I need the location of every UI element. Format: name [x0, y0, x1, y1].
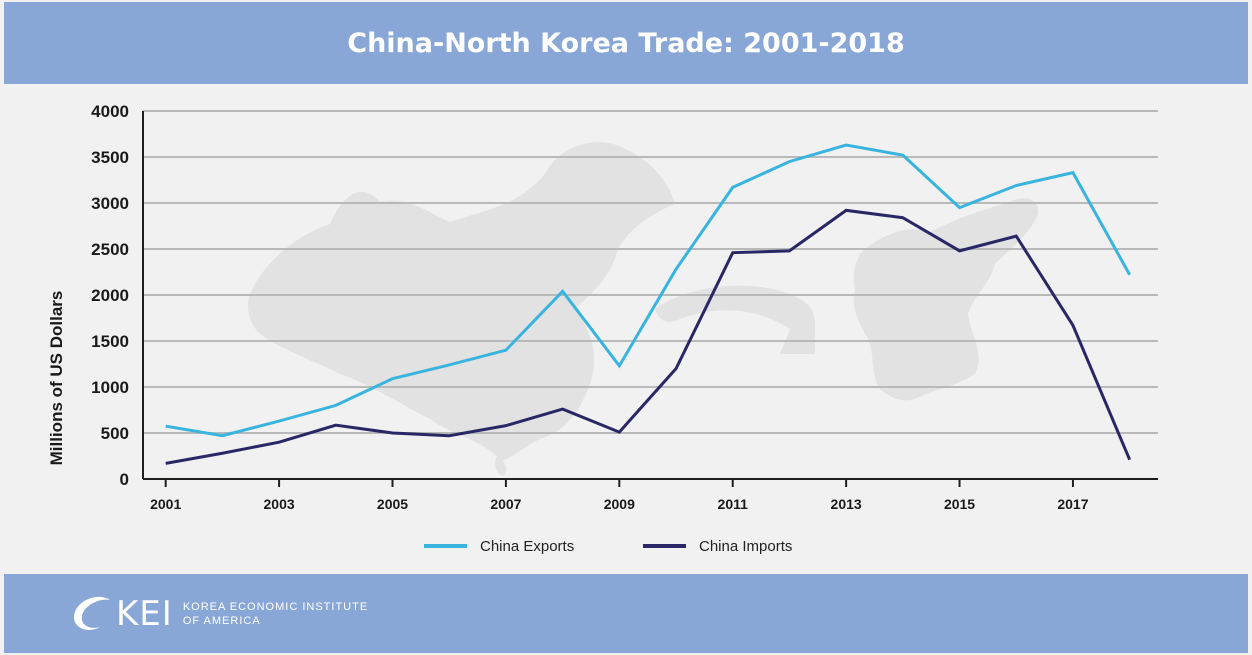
logo-abbreviation: KEI [116, 594, 173, 634]
x-tick-label: 2011 [718, 496, 749, 512]
axes [142, 111, 1158, 487]
kei-logo: KEI KOREA ECONOMIC INSTITUTE OF AMERICA [70, 590, 368, 638]
legend-label: China Exports [480, 538, 574, 555]
x-tick-label: 2001 [150, 496, 181, 512]
x-tick-label: 2013 [831, 496, 862, 512]
y-tick-label: 2000 [91, 286, 129, 305]
x-tick-label: 2015 [944, 496, 975, 512]
y-tick-label: 1000 [91, 378, 129, 397]
x-tick-label: 2005 [377, 496, 408, 512]
x-tick-label: 2009 [604, 496, 635, 512]
y-tick-label: 4000 [91, 102, 129, 121]
footer-banner: KEI KOREA ECONOMIC INSTITUTE OF AMERICA [4, 574, 1248, 653]
logo-line-2: OF AMERICA [182, 615, 261, 627]
legend: China Exports China Imports [424, 538, 792, 555]
plot-area: 0 500 1000 1500 2000 2500 3000 3500 4000 2001 200… [0, 84, 1252, 574]
grid-lines [143, 110, 1158, 434]
title-banner: China-North Korea Trade: 2001-2018 [4, 2, 1248, 84]
y-tick-label: 3000 [91, 194, 129, 213]
x-tick-label: 2007 [490, 496, 521, 512]
x-axis-tick-labels: 2001 2003 2005 2007 2009 2011 2013 2015 2017 [150, 496, 1089, 512]
y-axis-label: Millions of US Dollars [47, 291, 66, 466]
series-lines [165, 143, 1132, 465]
y-tick-label: 1500 [91, 332, 129, 351]
y-tick-label: 500 [101, 424, 129, 443]
y-axis-tick-labels: 0 500 1000 1500 2000 2500 3000 3500 4000 [91, 102, 129, 489]
y-tick-label: 2500 [91, 240, 129, 259]
x-tick-label: 2017 [1057, 496, 1088, 512]
chart-title: China-North Korea Trade: 2001-2018 [347, 27, 905, 59]
legend-label: China Imports [699, 538, 792, 555]
swirl-icon [70, 594, 116, 634]
x-tick-label: 2003 [264, 496, 295, 512]
series-line-china-imports [165, 208, 1132, 465]
kei-logo-mark: KEI [70, 594, 173, 634]
logo-name: KOREA ECONOMIC INSTITUTE OF AMERICA [183, 600, 368, 628]
y-tick-label: 3500 [91, 148, 129, 167]
logo-line-1: KOREA ECONOMIC INSTITUTE [182, 601, 369, 613]
series-line-china-exports [165, 143, 1131, 438]
y-tick-label: 0 [120, 470, 129, 489]
background-map-decoration [248, 142, 1039, 476]
